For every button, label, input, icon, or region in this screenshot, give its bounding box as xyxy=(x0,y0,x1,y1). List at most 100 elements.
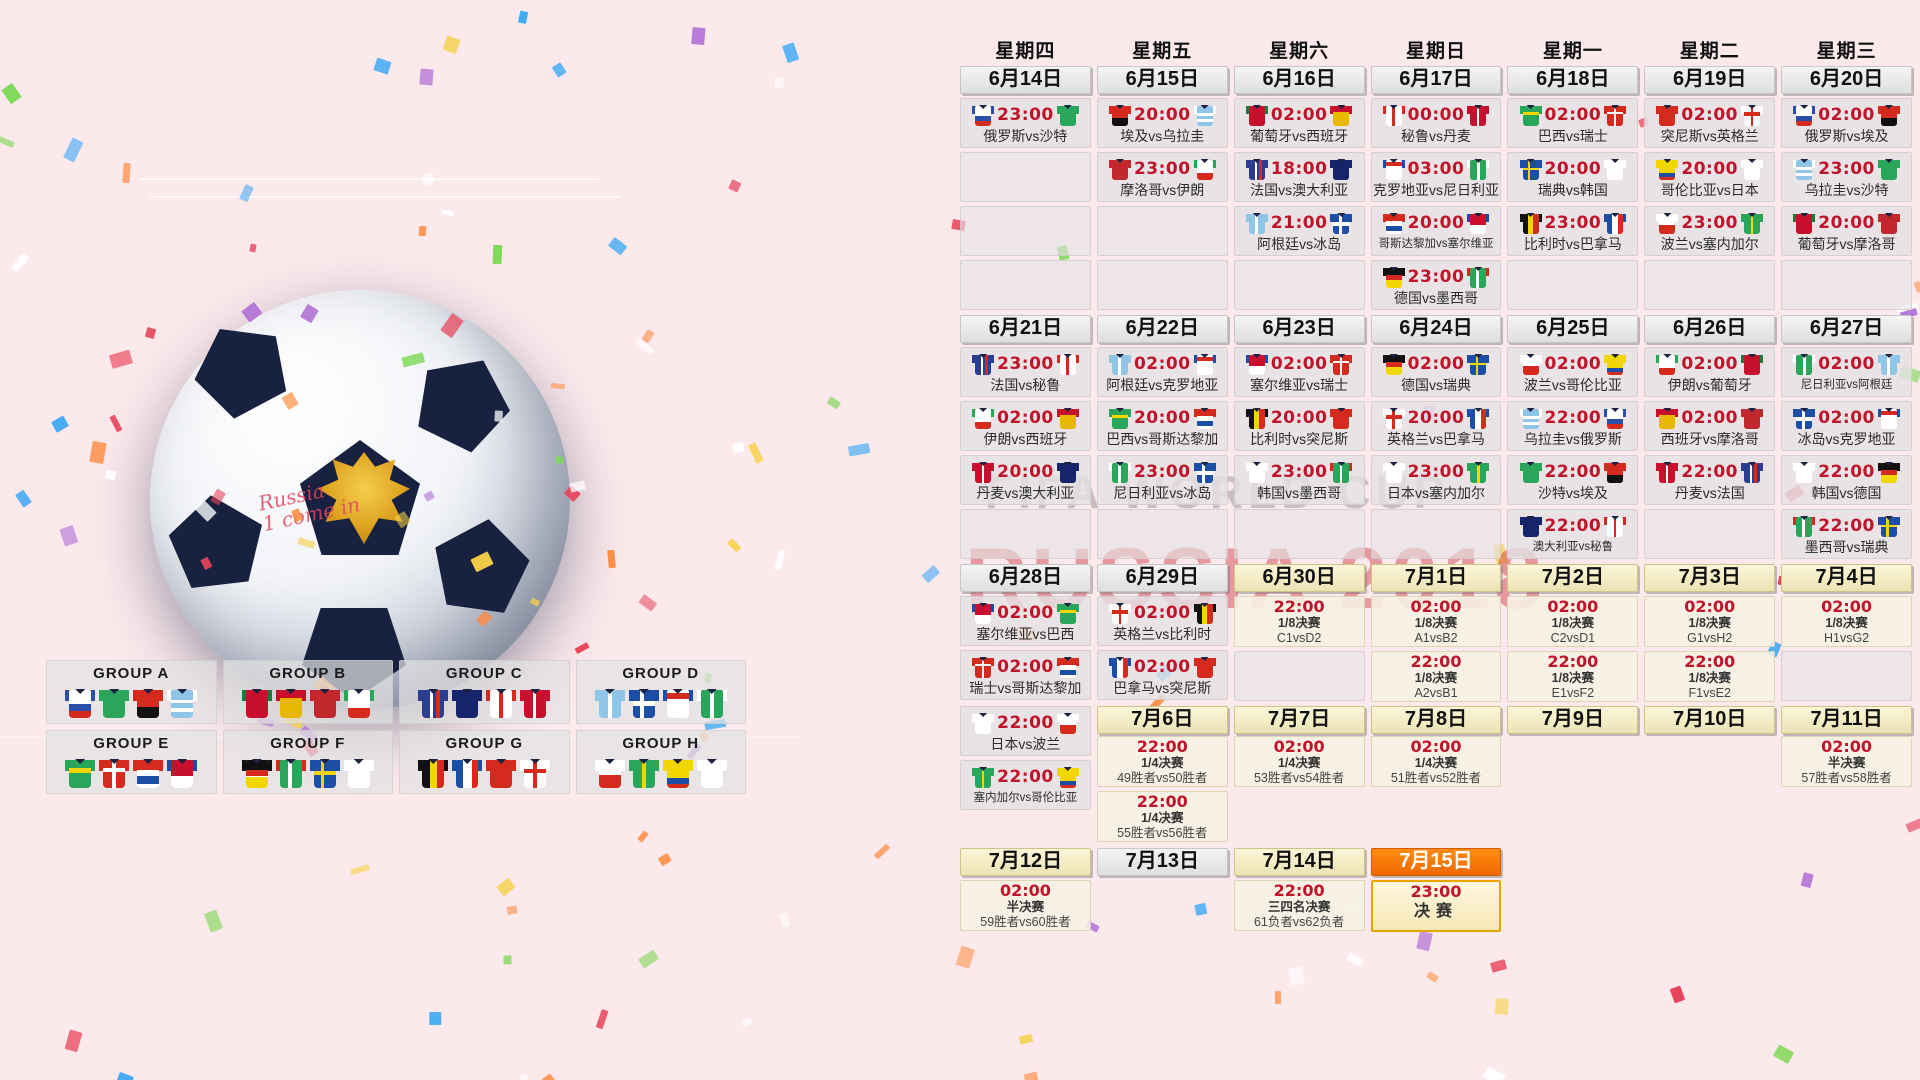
match-cell[interactable]: 21:00 阿根廷vs冰岛 xyxy=(1233,206,1365,256)
date-header[interactable]: 6月22日 xyxy=(1096,315,1228,343)
match-cell[interactable]: 02:00 德国vs瑞典 xyxy=(1370,347,1502,397)
match-cell[interactable]: 02:00 英格兰vs比利时 xyxy=(1096,596,1228,646)
date-header[interactable]: 6月19日 xyxy=(1644,66,1776,94)
match-cell[interactable]: 02:00 尼日利亚vs阿根廷 xyxy=(1781,347,1912,397)
date-header[interactable]: 6月28日 xyxy=(960,564,1091,592)
date-header[interactable]: 6月23日 xyxy=(1233,315,1365,343)
match-cell[interactable]: 23:00 韩国vs墨西哥 xyxy=(1233,455,1365,505)
date-header[interactable]: 7月7日 xyxy=(1233,706,1365,734)
knockout-match-cell[interactable]: 22:00 三四名决赛 61负者vs62负者 xyxy=(1233,880,1365,931)
match-cell[interactable]: 23:00 法国vs秘鲁 xyxy=(960,347,1091,397)
match-cell[interactable]: 02:00 伊朗vs葡萄牙 xyxy=(1644,347,1776,397)
date-header[interactable]: 7月1日 xyxy=(1370,564,1502,592)
match-cell[interactable]: 20:00 埃及vs乌拉圭 xyxy=(1096,98,1228,148)
date-header[interactable]: 6月16日 xyxy=(1233,66,1365,94)
match-cell[interactable]: 22:00 墨西哥vs瑞典 xyxy=(1781,509,1912,559)
date-header[interactable]: 7月13日 xyxy=(1096,848,1228,876)
match-cell[interactable]: 00:00 秘鲁vs丹麦 xyxy=(1370,98,1502,148)
group-box-group-e[interactable]: GROUP E xyxy=(46,730,217,794)
group-box-group-g[interactable]: GROUP G xyxy=(399,730,570,794)
match-cell[interactable]: 02:00 阿根廷vs克罗地亚 xyxy=(1096,347,1228,397)
match-cell[interactable]: 18:00 法国vs澳大利亚 xyxy=(1233,152,1365,202)
match-cell[interactable]: 20:00 哥伦比亚vs日本 xyxy=(1644,152,1776,202)
date-header[interactable]: 7月14日 xyxy=(1233,848,1365,876)
knockout-match-cell[interactable]: 22:00 1/8决赛 F1vsE2 xyxy=(1644,651,1776,702)
knockout-match-cell[interactable]: 02:00 半决赛 59胜者vs60胜者 xyxy=(960,880,1091,931)
match-cell[interactable]: 02:00 冰岛vs克罗地亚 xyxy=(1781,401,1912,451)
group-box-group-a[interactable]: GROUP A xyxy=(46,660,217,724)
match-cell[interactable]: 02:00 伊朗vs西班牙 xyxy=(960,401,1091,451)
match-cell[interactable]: 23:00 尼日利亚vs冰岛 xyxy=(1096,455,1228,505)
group-box-group-d[interactable]: GROUP D xyxy=(575,660,746,724)
match-cell[interactable]: 02:00 葡萄牙vs西班牙 xyxy=(1233,98,1365,148)
date-header[interactable]: 6月24日 xyxy=(1370,315,1502,343)
date-header[interactable]: 6月30日 xyxy=(1233,564,1365,592)
match-cell[interactable]: 20:00 瑞典vs韩国 xyxy=(1507,152,1639,202)
knockout-match-cell[interactable]: 22:00 1/8决赛 E1vsF2 xyxy=(1507,651,1639,702)
match-cell[interactable]: 23:00 德国vs墨西哥 xyxy=(1370,260,1502,310)
knockout-match-cell[interactable]: 02:00 1/4决赛 53胜者vs54胜者 xyxy=(1233,736,1365,787)
date-header[interactable]: 7月9日 xyxy=(1507,706,1639,734)
group-box-group-h[interactable]: GROUP H xyxy=(575,730,746,794)
date-header[interactable]: 7月10日 xyxy=(1644,706,1776,734)
match-cell[interactable]: 02:00 巴拿马vs突尼斯 xyxy=(1096,650,1228,700)
match-cell[interactable]: 20:00 比利时vs突尼斯 xyxy=(1233,401,1365,451)
date-header[interactable]: 7月6日 xyxy=(1096,706,1228,734)
match-cell[interactable]: 02:00 突尼斯vs英格兰 xyxy=(1644,98,1776,148)
date-header[interactable]: 7月4日 xyxy=(1781,564,1912,592)
date-header[interactable]: 7月8日 xyxy=(1370,706,1502,734)
match-cell[interactable]: 20:00 哥斯达黎加vs塞尔维亚 xyxy=(1370,206,1502,256)
match-cell[interactable]: 03:00 克罗地亚vs尼日利亚 xyxy=(1370,152,1502,202)
date-header[interactable]: 7月11日 xyxy=(1781,706,1912,734)
match-cell[interactable]: 20:00 丹麦vs澳大利亚 xyxy=(960,455,1091,505)
date-header[interactable]: 7月12日 xyxy=(960,848,1091,876)
match-cell[interactable]: 22:00 韩国vs德国 xyxy=(1781,455,1912,505)
date-header[interactable]: 7月15日 xyxy=(1370,848,1502,876)
date-header[interactable]: 6月18日 xyxy=(1507,66,1639,94)
knockout-match-cell[interactable]: 22:00 1/4决赛 55胜者vs56胜者 xyxy=(1096,791,1228,842)
date-header[interactable]: 6月15日 xyxy=(1096,66,1228,94)
match-cell[interactable]: 22:00 乌拉圭vs俄罗斯 xyxy=(1507,401,1639,451)
match-cell[interactable]: 02:00 塞尔维亚vs瑞士 xyxy=(1233,347,1365,397)
date-header[interactable]: 6月27日 xyxy=(1781,315,1912,343)
knockout-match-cell[interactable]: 02:00 1/8决赛 G1vsH2 xyxy=(1644,596,1776,647)
match-cell[interactable]: 20:00 葡萄牙vs摩洛哥 xyxy=(1781,206,1912,256)
date-header[interactable]: 6月14日 xyxy=(960,66,1091,94)
match-cell[interactable]: 20:00 英格兰vs巴拿马 xyxy=(1370,401,1502,451)
group-box-group-c[interactable]: GROUP C xyxy=(399,660,570,724)
knockout-match-cell[interactable]: 02:00 1/8决赛 H1vsG2 xyxy=(1781,596,1912,647)
date-header[interactable]: 7月3日 xyxy=(1644,564,1776,592)
knockout-match-cell[interactable]: 02:00 1/4决赛 51胜者vs52胜者 xyxy=(1370,736,1502,787)
knockout-match-cell[interactable]: 22:00 1/4决赛 49胜者vs50胜者 xyxy=(1096,736,1228,787)
match-cell[interactable]: 23:00 波兰vs塞内加尔 xyxy=(1644,206,1776,256)
date-header[interactable]: 6月25日 xyxy=(1507,315,1639,343)
match-cell[interactable]: 22:00 日本vs波兰 xyxy=(960,706,1091,756)
date-header[interactable]: 6月17日 xyxy=(1370,66,1502,94)
match-cell[interactable]: 02:00 瑞士vs哥斯达黎加 xyxy=(960,650,1091,700)
match-cell[interactable]: 23:00 乌拉圭vs沙特 xyxy=(1781,152,1912,202)
match-cell[interactable]: 23:00 俄罗斯vs沙特 xyxy=(960,98,1091,148)
match-cell[interactable]: 02:00 塞尔维亚vs巴西 xyxy=(960,596,1091,646)
match-cell[interactable]: 22:00 丹麦vs法国 xyxy=(1644,455,1776,505)
knockout-match-cell[interactable]: 02:00 半决赛 57胜者vs58胜者 xyxy=(1781,736,1912,787)
match-cell[interactable]: 02:00 俄罗斯vs埃及 xyxy=(1781,98,1912,148)
match-cell[interactable]: 20:00 巴西vs哥斯达黎加 xyxy=(1096,401,1228,451)
match-cell[interactable]: 02:00 西班牙vs摩洛哥 xyxy=(1644,401,1776,451)
knockout-match-cell[interactable]: 02:00 1/8决赛 A1vsB2 xyxy=(1370,596,1502,647)
group-box-group-b[interactable]: GROUP B xyxy=(222,660,393,724)
date-header[interactable]: 6月20日 xyxy=(1781,66,1912,94)
knockout-match-cell[interactable]: 02:00 1/8决赛 C2vsD1 xyxy=(1507,596,1639,647)
date-header[interactable]: 6月26日 xyxy=(1644,315,1776,343)
match-cell[interactable]: 22:00 沙特vs埃及 xyxy=(1507,455,1639,505)
match-cell[interactable]: 23:00 比利时vs巴拿马 xyxy=(1507,206,1639,256)
match-cell[interactable]: 22:00 澳大利亚vs秘鲁 xyxy=(1507,509,1639,559)
match-cell[interactable]: 22:00 塞内加尔vs哥伦比亚 xyxy=(960,760,1091,810)
date-header[interactable]: 6月29日 xyxy=(1096,564,1228,592)
final-match-cell[interactable]: 23:00 决赛 xyxy=(1370,880,1502,932)
match-cell[interactable]: 02:00 波兰vs哥伦比亚 xyxy=(1507,347,1639,397)
knockout-match-cell[interactable]: 22:00 1/8决赛 C1vsD2 xyxy=(1233,596,1365,647)
match-cell[interactable]: 23:00 摩洛哥vs伊朗 xyxy=(1096,152,1228,202)
match-cell[interactable]: 02:00 巴西vs瑞士 xyxy=(1507,98,1639,148)
date-header[interactable]: 7月2日 xyxy=(1507,564,1639,592)
match-cell[interactable]: 23:00 日本vs塞内加尔 xyxy=(1370,455,1502,505)
